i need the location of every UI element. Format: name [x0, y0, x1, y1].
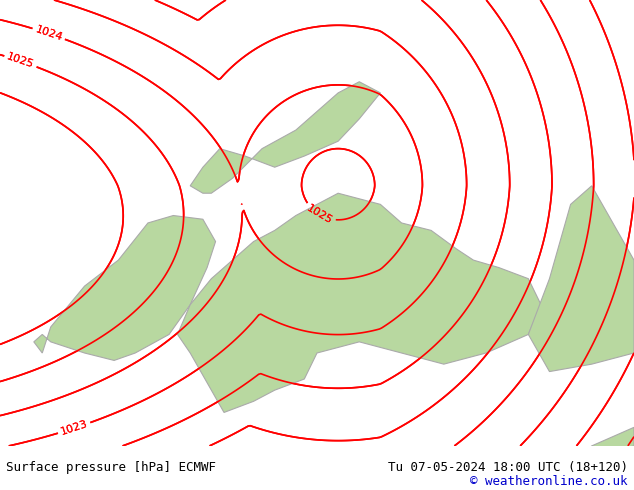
Text: 1025: 1025	[6, 52, 36, 71]
Text: 1025: 1025	[305, 203, 334, 226]
Text: Surface pressure [hPa] ECMWF: Surface pressure [hPa] ECMWF	[6, 462, 216, 474]
Text: 1024: 1024	[34, 24, 64, 43]
Text: 1025: 1025	[305, 203, 334, 226]
Text: 1023: 1023	[60, 419, 89, 437]
Text: 1024: 1024	[34, 24, 64, 43]
Polygon shape	[275, 427, 634, 490]
Text: 1025: 1025	[6, 52, 36, 71]
Text: 1023: 1023	[60, 419, 89, 437]
Text: Tu 07-05-2024 18:00 UTC (18+120): Tu 07-05-2024 18:00 UTC (18+120)	[387, 462, 628, 474]
Polygon shape	[178, 193, 541, 413]
Polygon shape	[528, 186, 634, 371]
Polygon shape	[34, 216, 216, 361]
Polygon shape	[190, 82, 380, 193]
Text: © weatheronline.co.uk: © weatheronline.co.uk	[470, 475, 628, 488]
